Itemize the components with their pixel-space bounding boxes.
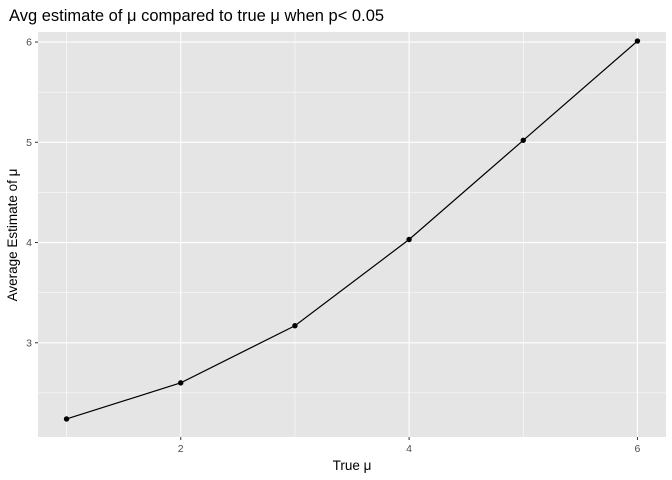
y-tick-label: 4: [26, 237, 32, 249]
data-point: [292, 323, 298, 329]
x-tick-label: 6: [635, 443, 641, 455]
data-point: [63, 416, 70, 422]
x-axis-ticks: 2 4 6: [178, 437, 641, 455]
y-axis-title: Average Estimate of μ: [5, 169, 20, 302]
plot-panel: [38, 32, 666, 437]
data-point: [520, 137, 526, 143]
data-point: [406, 236, 412, 243]
y-tick-label: 3: [26, 337, 32, 349]
major-gridlines: [38, 32, 666, 437]
chart-title: Avg estimate of μ compared to true μ whe…: [9, 7, 384, 25]
data-point: [634, 38, 641, 44]
series-line: [66, 40, 638, 420]
minor-gridlines: [38, 32, 666, 437]
series-layer: [63, 38, 641, 422]
x-tick-label: 2: [178, 443, 184, 455]
y-axis-ticks: 3 4 5 6: [26, 37, 38, 349]
x-axis-title: True μ: [333, 458, 372, 473]
x-tick-label: 4: [406, 443, 412, 455]
y-tick-label: 6: [26, 37, 32, 49]
y-tick-label: 5: [26, 137, 32, 149]
data-point: [178, 380, 184, 386]
